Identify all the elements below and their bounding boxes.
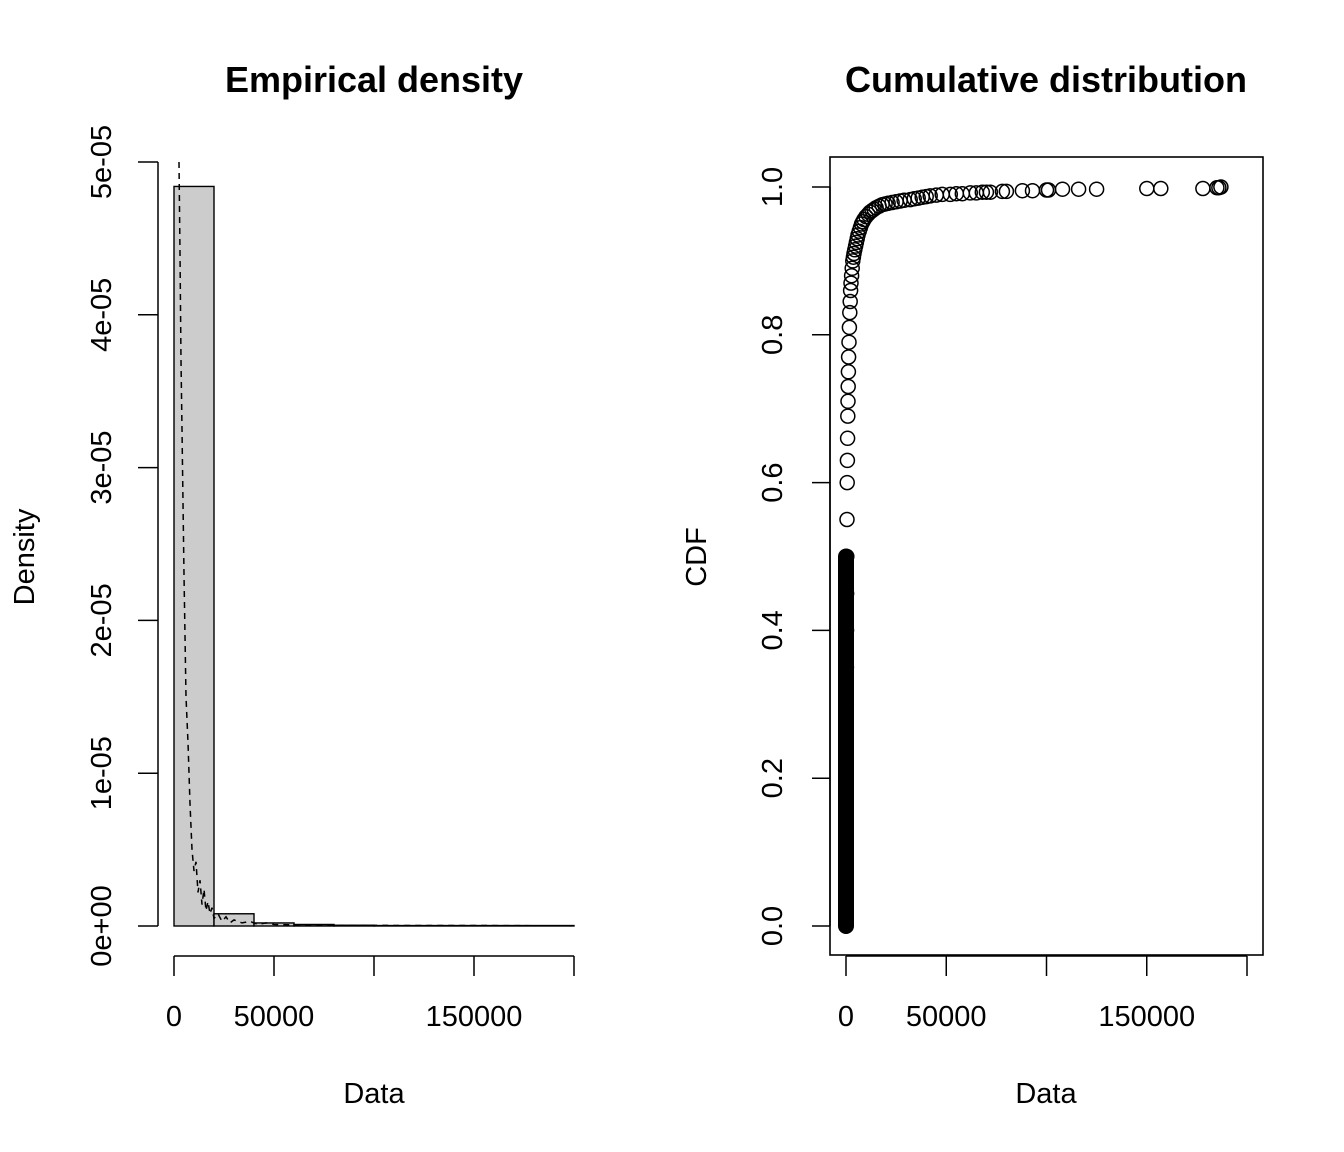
- cdf-point: [841, 319, 858, 336]
- cdf-point: [839, 430, 856, 447]
- cdf-y-tick-label: 0.2: [757, 758, 789, 798]
- cdf-point: [844, 260, 860, 277]
- density-y-tick-label: 3e-05: [86, 431, 118, 505]
- cdf-point: [842, 293, 858, 310]
- cdf-y-tick-label: 0.6: [757, 462, 789, 502]
- cdf-points: [838, 179, 1229, 934]
- cdf-y-axis-label: CDF: [681, 527, 713, 587]
- cdf-point: [843, 267, 860, 284]
- cdf-point: [839, 511, 855, 528]
- cdf-title: Cumulative distribution: [845, 59, 1247, 100]
- cdf-point: [994, 183, 1011, 200]
- cdf-x-tick-label: 0: [838, 1001, 854, 1033]
- cdf-point: [1153, 180, 1169, 197]
- cdf-y-tick-label: 1.0: [757, 167, 789, 207]
- cdf-point: [1070, 181, 1087, 197]
- density-x-tick-label: 50000: [234, 1001, 315, 1033]
- density-panel: Empirical density Data Density 0 50000 150…: [9, 59, 575, 1110]
- cdf-point: [838, 770, 854, 786]
- cdf-point: [843, 275, 859, 291]
- density-curve: [178, 161, 574, 927]
- cdf-point: [1054, 181, 1071, 197]
- cdf-point: [998, 183, 1015, 200]
- density-y-tick-label: 4e-05: [86, 278, 118, 352]
- cdf-point: [839, 452, 856, 469]
- cdf-x-tick-label: 150000: [1098, 1001, 1195, 1033]
- cdf-point: [982, 184, 999, 200]
- cdf-point: [838, 844, 854, 860]
- cdf-point: [838, 918, 854, 934]
- density-dashed-line: [178, 161, 574, 927]
- cdf-y-tick-label: 0.8: [757, 315, 789, 355]
- cdf-point: [840, 364, 857, 380]
- cdf-point: [1014, 182, 1031, 199]
- cdf-y-tick-label: 0.0: [757, 906, 789, 946]
- cdf-point: [839, 548, 855, 565]
- cdf-y-tick-label: 0.4: [757, 610, 789, 650]
- density-x-axis: 0 50000 150000: [166, 955, 575, 1033]
- cdf-x-axis: 0 50000 150000: [838, 955, 1248, 1033]
- cdf-point: [838, 696, 855, 713]
- density-y-tick-label: 1e-05: [86, 736, 118, 810]
- density-y-tick-label: 0e+00: [86, 885, 118, 966]
- density-y-axis: 0e+00 1e-05 2e-05 3e-05 4e-05 5e-05: [86, 125, 159, 967]
- cdf-point: [962, 185, 979, 201]
- cdf-point: [841, 334, 857, 350]
- cdf-x-axis-label: Data: [1015, 1078, 1077, 1110]
- cdf-panel: Cumulative distribution Data CDF 0 50000 1…: [681, 59, 1264, 1110]
- density-y-axis-label: Density: [9, 508, 41, 605]
- cdf-point: [840, 349, 857, 365]
- cdf-point: [922, 188, 938, 204]
- cdf-y-axis: 0.0 0.2 0.4 0.6 0.8 1.0: [757, 167, 831, 946]
- cdf-point: [838, 733, 854, 750]
- density-x-tick-label: 150000: [426, 1001, 523, 1033]
- cdf-point: [840, 393, 856, 410]
- cdf-point: [839, 474, 855, 491]
- cdf-point: [838, 807, 854, 823]
- cdf-point: [978, 184, 995, 200]
- cdf-point: [840, 408, 856, 424]
- cdf-point: [842, 282, 859, 299]
- density-x-tick-label: 0: [166, 1001, 182, 1033]
- cdf-point: [838, 659, 855, 676]
- cdf-point: [838, 622, 855, 639]
- cdf-point: [838, 881, 854, 897]
- density-y-tick-label: 5e-05: [86, 125, 118, 199]
- density-title: Empirical density: [225, 59, 523, 100]
- cdf-point: [1213, 179, 1229, 195]
- density-x-axis-label: Data: [343, 1078, 405, 1110]
- cdf-point: [974, 184, 991, 200]
- density-y-tick-label: 2e-05: [86, 583, 118, 657]
- cdf-point: [1088, 181, 1105, 197]
- cdf-point: [842, 304, 858, 321]
- cdf-x-tick-label: 50000: [906, 1001, 987, 1033]
- cdf-point: [838, 585, 855, 602]
- cdf-point: [942, 186, 959, 203]
